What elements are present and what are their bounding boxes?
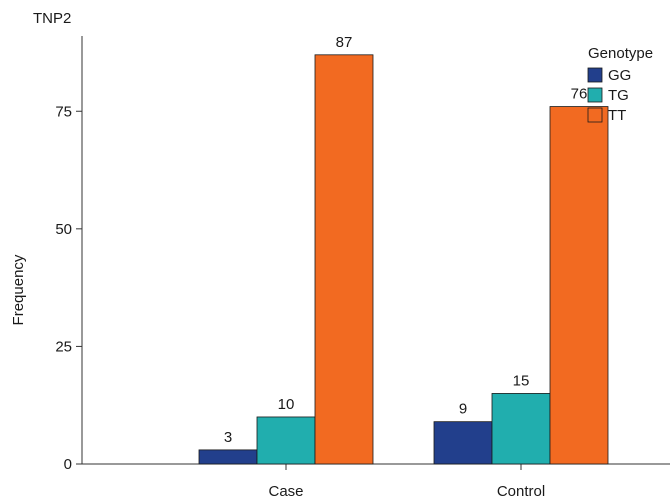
bars-group: [198, 54, 609, 465]
bar-case-gg: [198, 449, 258, 465]
legend-swatch-tt: [587, 107, 603, 123]
y-axis-label: Frequency: [10, 254, 27, 325]
data-label-case-gg: 3: [224, 429, 232, 446]
bar-case-tg: [256, 416, 316, 465]
bar-control-tt: [549, 106, 609, 465]
legend: Genotype GG TG TT: [587, 45, 653, 124]
x-tick-label-control: Control: [497, 483, 545, 500]
y-axis-ticks: 0 25 50 75: [55, 103, 82, 473]
legend-label-tg: TG: [608, 87, 629, 104]
legend-swatch-gg: [587, 67, 603, 83]
legend-label-tt: TT: [608, 107, 626, 124]
bar-case-tt: [314, 54, 374, 465]
data-labels-group: 3 10 87 9 15 76: [224, 34, 588, 446]
y-tick-label-25: 25: [55, 338, 72, 355]
data-label-case-tt: 87: [336, 34, 353, 51]
data-label-control-tt: 76: [571, 86, 588, 103]
bar-control-tg: [491, 393, 551, 465]
data-label-control-tg: 15: [513, 372, 530, 389]
data-label-case-tg: 10: [278, 396, 295, 413]
y-tick-label-0: 0: [64, 456, 72, 473]
x-tick-label-case: Case: [268, 483, 303, 500]
data-label-control-gg: 9: [459, 401, 467, 418]
legend-swatch-tg: [587, 87, 603, 103]
y-tick-label-50: 50: [55, 221, 72, 238]
bar-control-gg: [433, 421, 493, 465]
x-axis-ticks: Case Control: [268, 464, 545, 500]
chart-title: TNP2: [33, 10, 71, 27]
y-tick-label-75: 75: [55, 103, 72, 120]
legend-title: Genotype: [588, 45, 653, 62]
legend-label-gg: GG: [608, 67, 631, 84]
